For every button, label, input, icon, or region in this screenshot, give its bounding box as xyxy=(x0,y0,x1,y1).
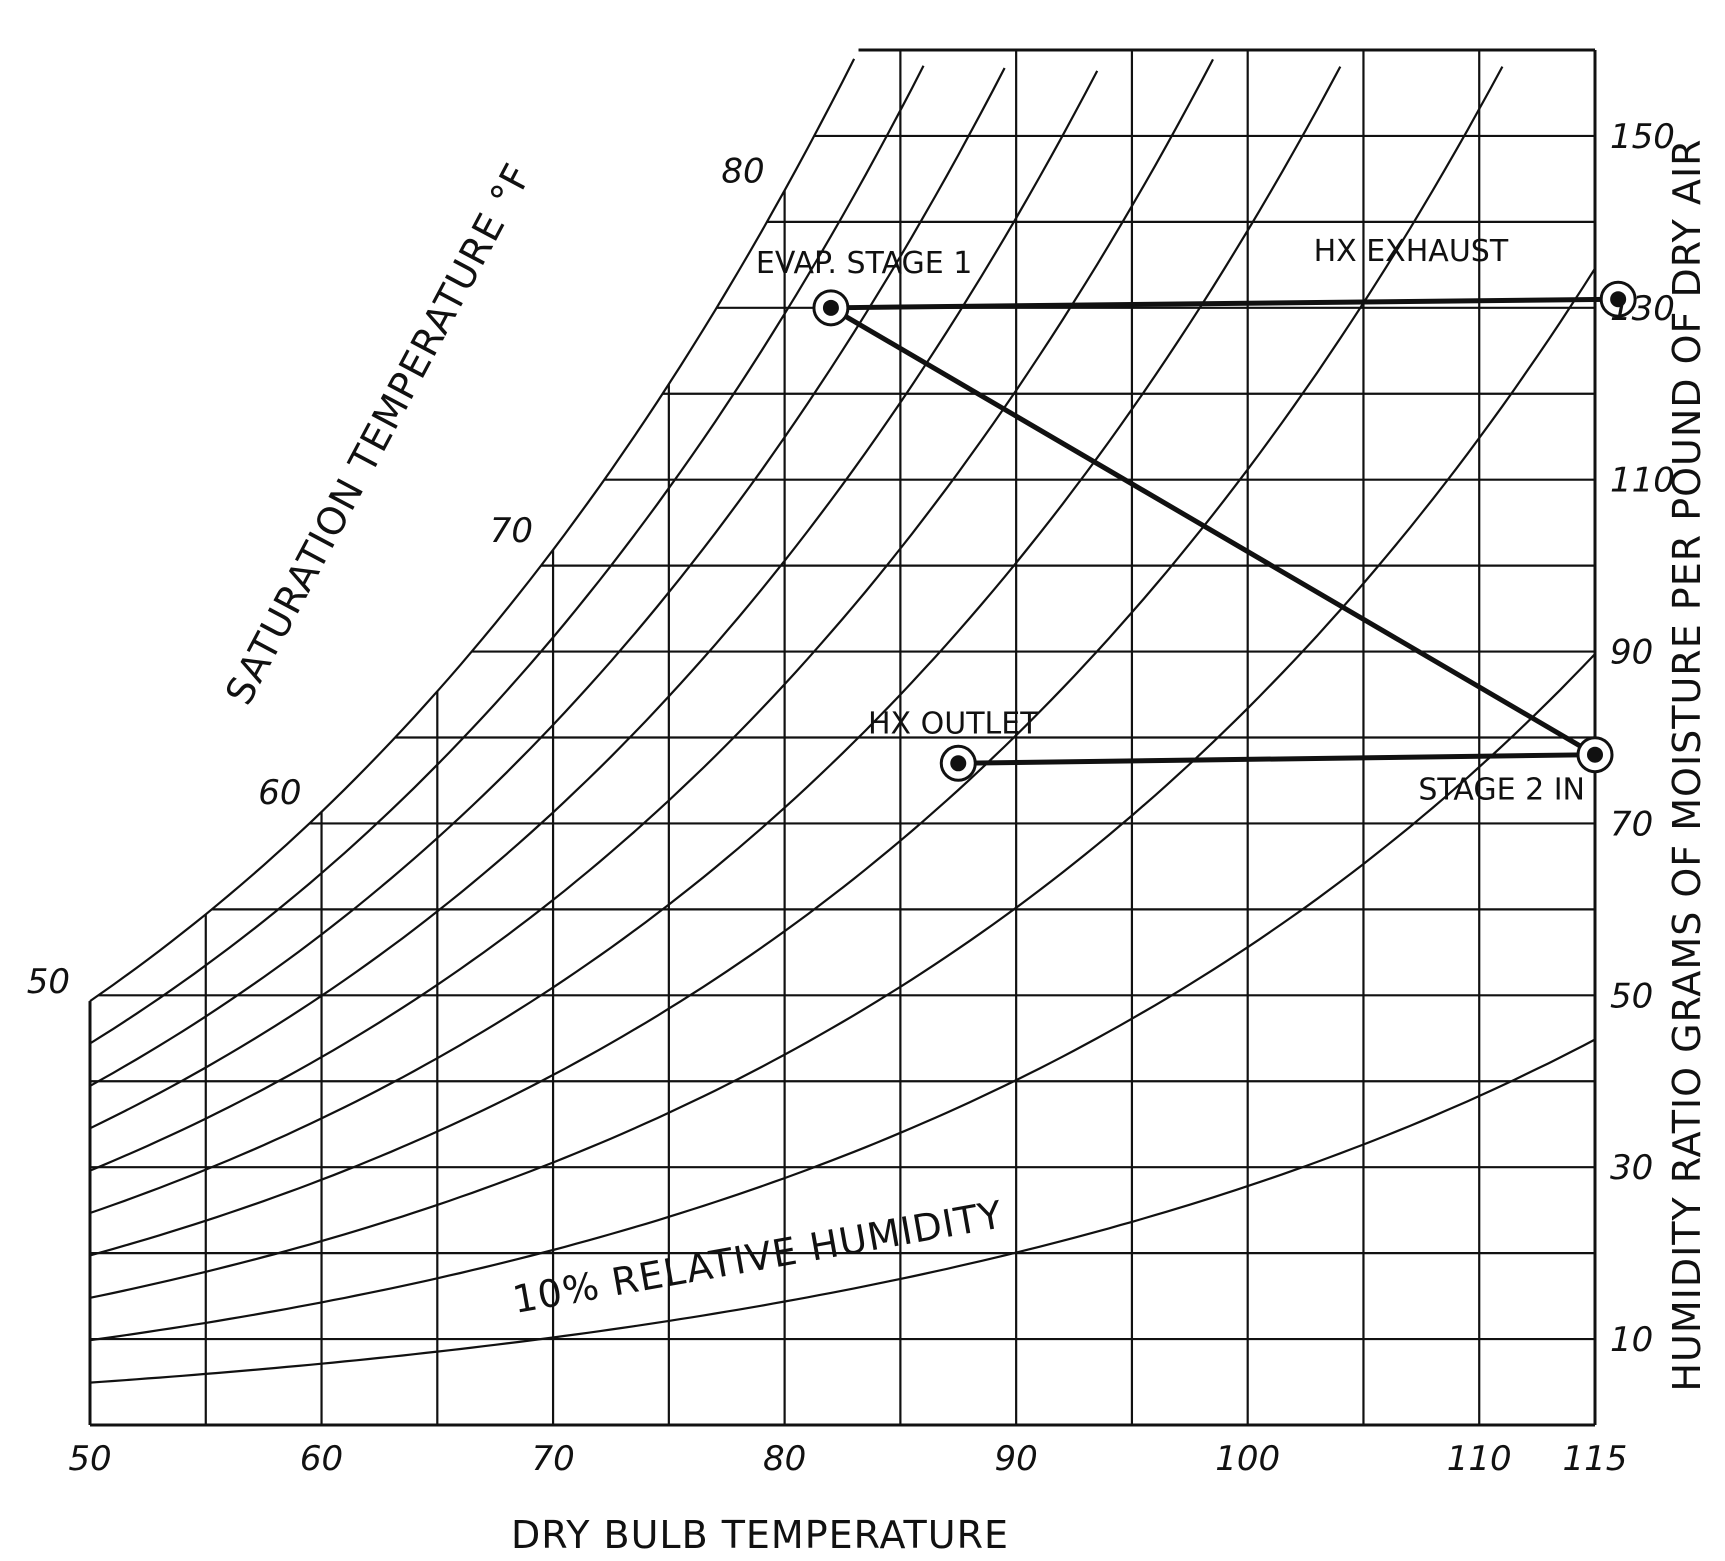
state-point-dot xyxy=(950,755,967,772)
saturation-tick-label: 80 xyxy=(721,151,764,191)
saturation-tick-label: 50 xyxy=(27,962,70,1002)
y-tick-label: 30 xyxy=(1610,1148,1653,1188)
x-tick-label: 70 xyxy=(531,1439,574,1479)
state-point-dot xyxy=(1587,746,1603,763)
process-line xyxy=(830,296,1619,311)
x-axis-title: DRY BULB TEMPERATURE xyxy=(511,1513,1009,1557)
x-tick-label: 110 xyxy=(1447,1439,1512,1479)
saturation-line xyxy=(89,58,856,1003)
rh-curve xyxy=(89,66,1342,1215)
x-tick-label: 60 xyxy=(300,1439,343,1479)
rh-curve xyxy=(89,653,1596,1342)
process-line xyxy=(958,752,1596,766)
x-tick-label: 80 xyxy=(763,1439,806,1479)
state-point-label: STAGE 2 IN xyxy=(1418,773,1585,808)
y-tick-label: 110 xyxy=(1610,461,1675,501)
y-tick-label: 130 xyxy=(1610,289,1675,329)
rh-curve xyxy=(89,1038,1596,1384)
y-tick-label: 70 xyxy=(1610,804,1653,844)
saturation-tick-label: 60 xyxy=(258,773,301,813)
rh-curve xyxy=(89,70,1099,1130)
y-tick-label: 50 xyxy=(1610,976,1653,1016)
state-point-label: HX OUTLET xyxy=(868,706,1039,741)
x-tick-label: 115 xyxy=(1563,1439,1628,1479)
state-point-dot xyxy=(822,299,839,316)
rh-curve-label: 10% RELATIVE HUMIDITY xyxy=(509,1192,1006,1322)
x-tick-label: 50 xyxy=(68,1439,111,1479)
y-tick-label: 10 xyxy=(1610,1320,1653,1360)
rh-curve xyxy=(89,67,1006,1087)
state-point-label: HX EXHAUST xyxy=(1314,234,1509,269)
rh-curve xyxy=(89,66,1504,1257)
chart-grid xyxy=(88,48,1597,1427)
y-tick-label: 150 xyxy=(1610,117,1675,157)
chart-labels: 50 60 70 80 90 100 110 115 10 30 50 70 90 110 130 150 50… xyxy=(27,117,1675,1479)
y-tick-label: 90 xyxy=(1610,633,1653,673)
process-lines xyxy=(829,296,1619,766)
relative-humidity-curves xyxy=(89,58,1596,1384)
state-point xyxy=(812,289,850,327)
state-point xyxy=(1599,280,1637,318)
state-point-dot xyxy=(1610,291,1627,308)
y-axis-title: HUMIDITY RATIO GRAMS OF MOISTURE PER POU… xyxy=(1665,138,1709,1391)
rh-curve xyxy=(89,65,925,1045)
state-points xyxy=(812,280,1637,782)
x-tick-label: 100 xyxy=(1215,1439,1280,1479)
state-point xyxy=(1576,736,1614,774)
x-tick-label: 90 xyxy=(995,1439,1038,1479)
state-point-label: EVAP. STAGE 1 xyxy=(756,246,972,281)
process-line xyxy=(829,305,1597,757)
saturation-tick-label: 70 xyxy=(490,511,533,551)
saturation-curve xyxy=(89,58,856,1003)
state-point xyxy=(939,744,977,782)
rh-curve xyxy=(89,58,1214,1172)
